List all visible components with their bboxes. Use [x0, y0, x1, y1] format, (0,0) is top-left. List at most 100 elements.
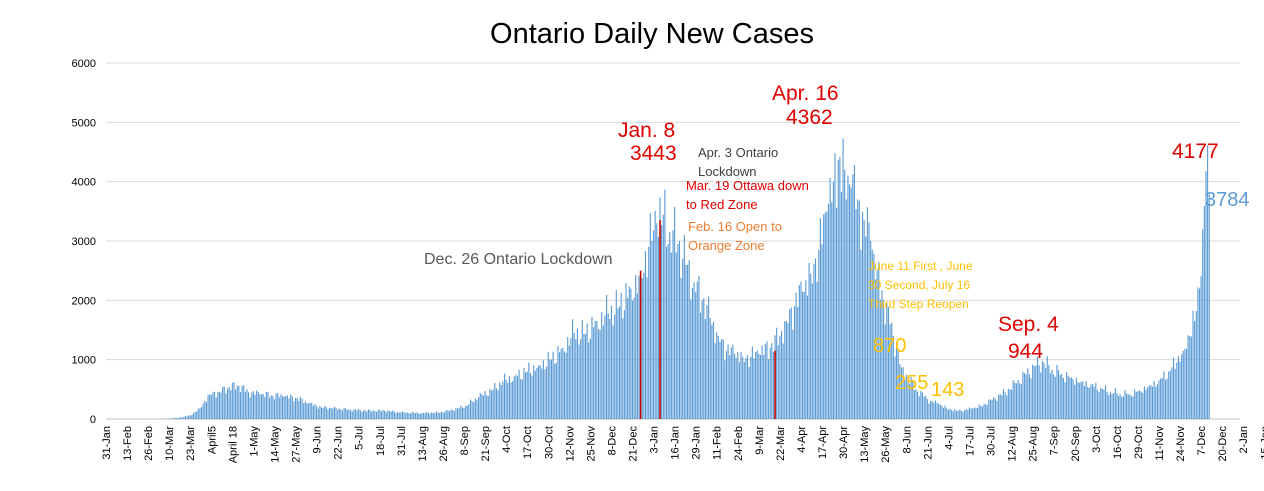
bar — [703, 298, 705, 419]
x-tick-label: 10-Mar — [164, 426, 176, 461]
bar — [547, 351, 549, 419]
x-tick-label: 22-Jun — [333, 426, 345, 460]
bar — [823, 214, 825, 419]
bar — [779, 335, 781, 419]
bar — [674, 206, 676, 419]
bar — [931, 400, 933, 419]
bar — [844, 169, 846, 419]
bar — [1043, 362, 1045, 419]
bar — [403, 412, 405, 419]
bar — [380, 411, 382, 419]
bar — [207, 395, 209, 419]
bar — [251, 392, 253, 419]
bar — [908, 383, 911, 419]
bar — [753, 358, 755, 419]
bar — [209, 394, 211, 419]
bar — [601, 311, 603, 419]
bar — [400, 412, 402, 419]
bar — [508, 376, 510, 419]
bar — [322, 407, 324, 419]
bar — [1108, 394, 1110, 419]
bar — [1002, 389, 1005, 419]
bar — [317, 408, 319, 419]
bar — [495, 388, 497, 419]
bar — [440, 411, 442, 419]
bar — [991, 400, 993, 419]
bar — [379, 410, 381, 419]
bar — [1202, 229, 1204, 419]
bar — [487, 396, 489, 419]
annotation-sep4-date: Sep. 4 — [998, 313, 1059, 336]
bar — [699, 312, 702, 419]
bar — [299, 397, 301, 419]
bar — [722, 339, 724, 419]
bar — [296, 398, 298, 419]
bar — [839, 156, 841, 420]
bar — [541, 368, 543, 419]
bar — [996, 400, 998, 419]
bar — [1017, 380, 1019, 419]
bar — [1134, 389, 1136, 419]
x-tick-label: 29-Jan — [691, 426, 703, 460]
bar — [1049, 373, 1052, 419]
bar — [1161, 378, 1163, 419]
bar — [738, 362, 740, 419]
bar — [1030, 378, 1032, 419]
bar — [1181, 354, 1183, 419]
bar — [225, 393, 227, 419]
x-tick-label: 26-Feb — [143, 426, 155, 461]
bar — [222, 386, 224, 419]
bar — [188, 415, 190, 419]
bar — [1203, 205, 1205, 419]
bar — [824, 212, 826, 419]
bar — [254, 394, 256, 419]
bar — [452, 410, 454, 419]
bar — [307, 403, 310, 419]
bar — [409, 413, 412, 419]
bar — [905, 374, 907, 419]
bar — [623, 310, 625, 419]
bar — [489, 388, 491, 419]
bar — [499, 382, 501, 419]
bar — [269, 397, 271, 419]
bar — [375, 411, 378, 419]
bar — [730, 347, 732, 419]
bar — [463, 408, 465, 419]
bar — [678, 240, 681, 419]
bar — [782, 343, 784, 419]
bar — [288, 398, 290, 419]
bar — [205, 402, 208, 419]
annotation-v870: 870 — [873, 335, 906, 357]
bar — [840, 191, 843, 419]
bar — [751, 346, 753, 419]
bar — [771, 342, 773, 419]
bar — [631, 300, 634, 419]
bar — [719, 341, 721, 419]
bar — [353, 409, 355, 419]
bar — [286, 395, 289, 419]
bar — [332, 408, 334, 419]
bar — [1148, 385, 1150, 419]
bar — [1173, 357, 1175, 419]
bar — [447, 410, 449, 419]
x-tick-label: April5 — [206, 426, 218, 454]
bar — [819, 218, 821, 419]
bar — [359, 410, 361, 419]
bar — [327, 409, 329, 419]
bar — [1059, 375, 1061, 419]
bar — [946, 408, 948, 419]
bar — [821, 244, 823, 419]
bar — [431, 412, 433, 419]
bar — [630, 288, 632, 419]
bar — [320, 407, 323, 419]
bar — [810, 273, 812, 419]
bar — [343, 408, 345, 419]
bar — [173, 418, 175, 419]
bar — [1036, 356, 1039, 419]
bar — [607, 313, 609, 419]
bar — [351, 411, 353, 419]
bar — [264, 397, 266, 419]
bar — [319, 406, 321, 419]
bar — [170, 418, 172, 419]
bar — [421, 413, 423, 419]
